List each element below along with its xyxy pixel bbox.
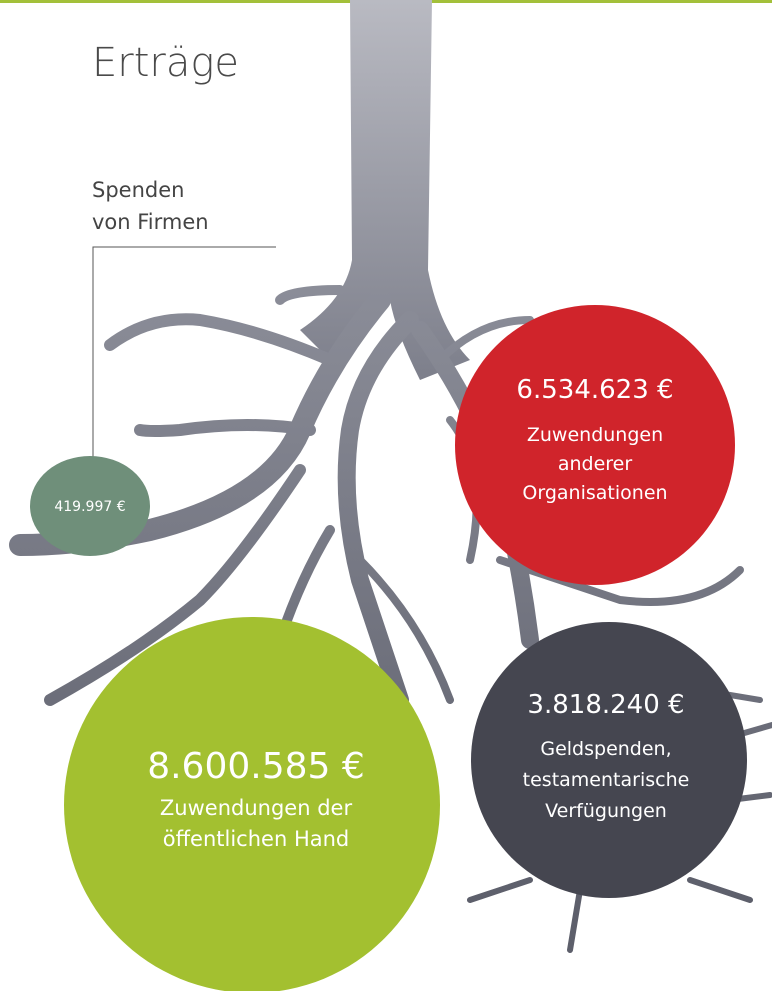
bubble: [471, 622, 747, 898]
label: Zuwendungen: [527, 424, 663, 446]
label: Geldspenden,: [540, 738, 671, 760]
callout-label: Spenden: [92, 178, 184, 202]
label: Organisationen: [522, 482, 667, 504]
label: Zuwendungen der: [160, 796, 353, 820]
label: testamentarische: [523, 769, 690, 791]
amount: 6.534.623 €: [516, 375, 673, 405]
amount: 8.600.585 €: [147, 746, 365, 787]
infographic: Erträge Spenden von Firmen 419.997 € 6.5…: [0, 0, 772, 991]
callout-label: von Firmen: [92, 210, 209, 234]
amount: 419.997 €: [54, 499, 125, 515]
label: öffentlichen Hand: [163, 827, 350, 851]
label: Verfügungen: [545, 800, 667, 822]
title: Erträge: [92, 40, 239, 86]
label: anderer: [558, 453, 633, 475]
amount: 3.818.240 €: [527, 690, 684, 720]
callout-line: [93, 247, 276, 480]
